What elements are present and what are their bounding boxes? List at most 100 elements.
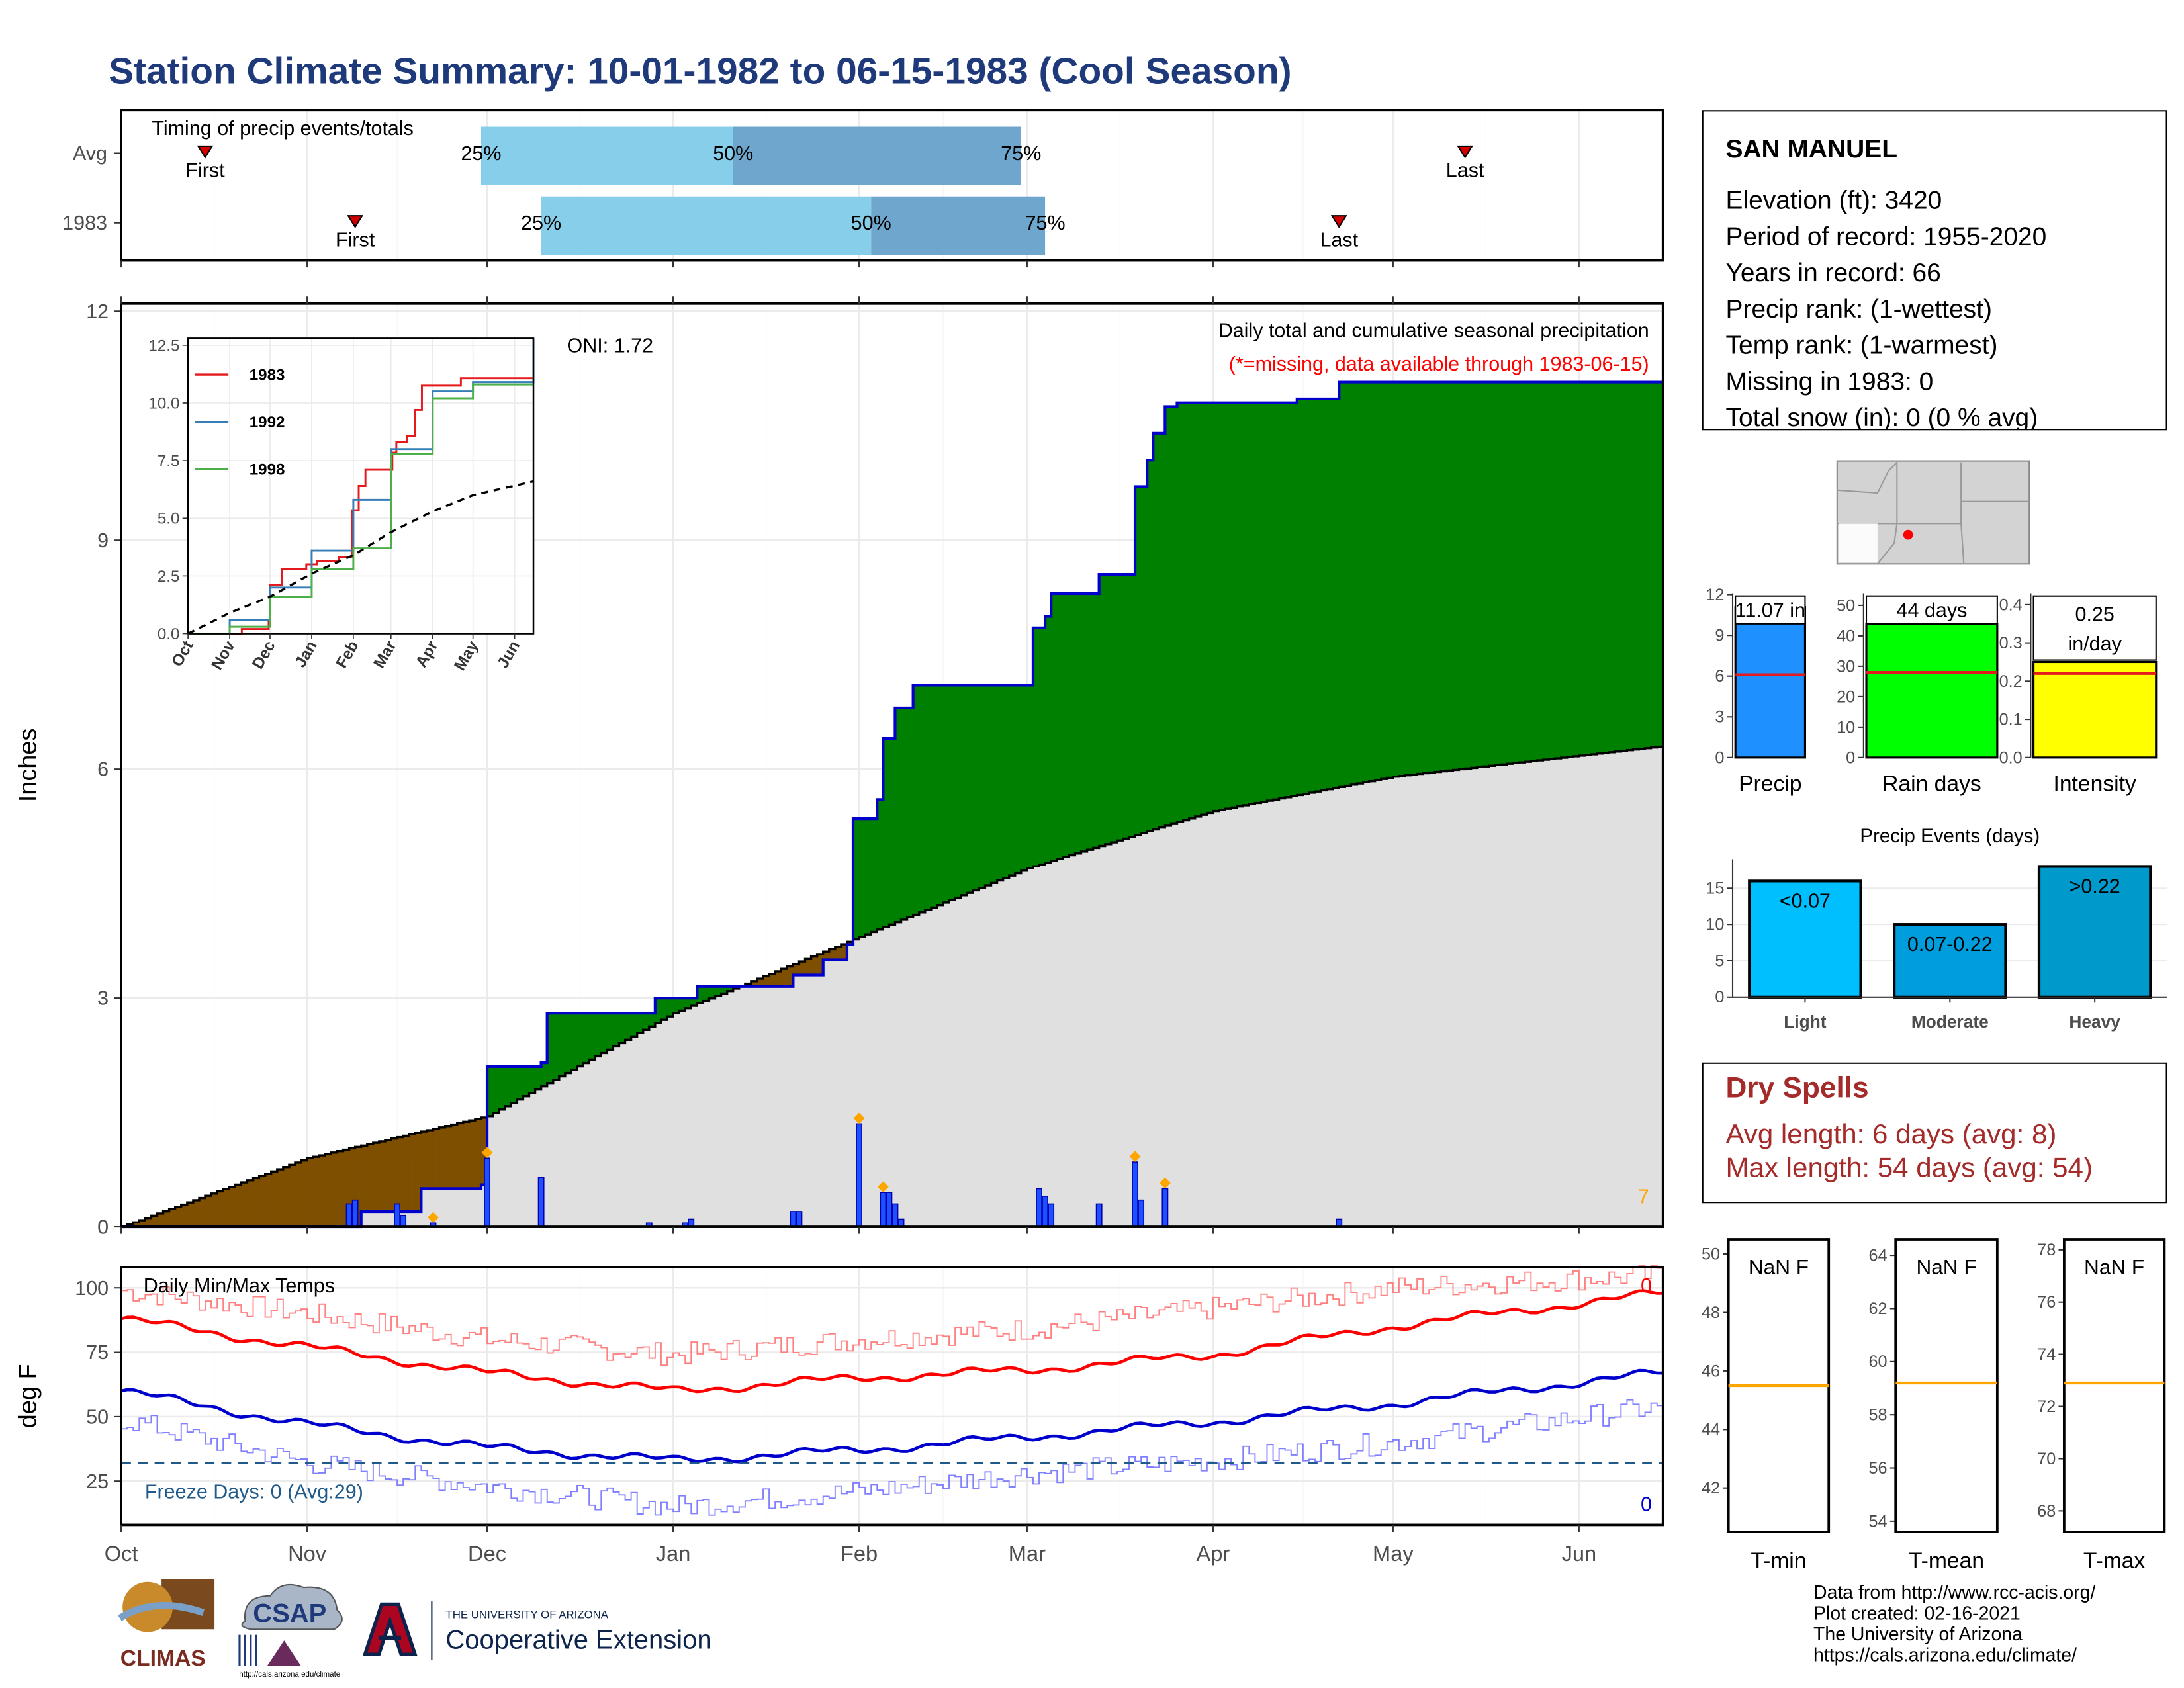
summary-y-tick-label: 0.3 bbox=[1999, 634, 2023, 652]
inset-legend-label: 1983 bbox=[250, 367, 285, 384]
station-snow: Total snow (in): 0 (0 % avg) bbox=[1725, 402, 2038, 431]
dry-spells-title: Dry Spells bbox=[1725, 1072, 1869, 1104]
temp-x-tick-label: Jun bbox=[1562, 1541, 1597, 1566]
daily-precip-bar bbox=[1095, 1203, 1103, 1227]
main-y-tick-label: 6 bbox=[97, 758, 109, 781]
summary-y-tick-label: 20 bbox=[1837, 688, 1855, 706]
inset-y-tick-label: 5.0 bbox=[158, 510, 180, 528]
temp-summary-y-tick-label: 42 bbox=[1702, 1479, 1720, 1497]
inset-y-tick-label: 10.0 bbox=[148, 394, 179, 412]
summary-value-label: 11.07 in bbox=[1735, 599, 1805, 621]
timing-first-label: First bbox=[336, 228, 375, 251]
precip-events-bar-label: >0.22 bbox=[2070, 875, 2120, 897]
min-count-label: 0 bbox=[1641, 1493, 1652, 1515]
max-count-label: 0 bbox=[1641, 1274, 1652, 1297]
timing-box-q50-q75 bbox=[871, 196, 1046, 255]
daily-precip-bar bbox=[400, 1214, 407, 1227]
ua-logo: THE UNIVERSITY OF ARIZONA Cooperative Ex… bbox=[362, 1601, 712, 1660]
temp-x-tick-label: Apr bbox=[1197, 1541, 1230, 1566]
summary-y-tick-label: 9 bbox=[1715, 627, 1724, 645]
station-name: SAN MANUEL bbox=[1725, 134, 1898, 163]
summary-y-tick-label: 0.2 bbox=[1999, 672, 2023, 691]
temp-summary-y-tick-label: 68 bbox=[2037, 1502, 2056, 1521]
temp-y-tick-label: 75 bbox=[86, 1341, 109, 1364]
temp-summary-y-tick-label: 60 bbox=[1869, 1353, 1888, 1371]
temp-series-min_record bbox=[121, 1399, 1664, 1516]
inset-legend-label: 1992 bbox=[250, 414, 285, 431]
summary-y-tick-label: 30 bbox=[1837, 657, 1855, 676]
main-y-tick-label: 9 bbox=[97, 529, 109, 552]
timing-q75-label: 75% bbox=[1025, 212, 1066, 234]
temp-summary-y-tick-label: 56 bbox=[1869, 1459, 1888, 1478]
precip-events-bar-label: <0.07 bbox=[1780, 889, 1831, 912]
daily-precip-bar bbox=[886, 1192, 893, 1227]
timing-last-label: Last bbox=[1320, 228, 1358, 251]
precip-events-y-tick-label: 5 bbox=[1715, 952, 1724, 970]
precip-chart: 0 3 6 9 12 ONI: 1.72 Daily total and cumulativ… bbox=[15, 296, 1664, 1239]
timing-last-label: Last bbox=[1446, 159, 1484, 181]
summary-y-tick-label: 0 bbox=[1846, 748, 1855, 767]
summary-value-line1: 0.25 bbox=[2075, 603, 2114, 626]
precip-events-y-tick-label: 10 bbox=[1706, 916, 1724, 934]
temp-chart: 25 50 75 100 Daily Min/Max Temps Freeze Days:… bbox=[15, 1265, 1664, 1566]
daily-precip-bar bbox=[1161, 1188, 1169, 1227]
daily-precip-bar bbox=[537, 1177, 545, 1227]
inset-series-average bbox=[187, 480, 534, 635]
station-period: Period of record: 1955-2020 bbox=[1725, 221, 2047, 251]
temp-x-tick-label: Feb bbox=[841, 1541, 878, 1566]
temp-summary-value-label: NaN F bbox=[1749, 1255, 1809, 1279]
dry-spells-box: Dry Spells Avg length: 6 days (avg: 8) M… bbox=[1702, 1062, 2167, 1204]
temp-y-tick-label: 25 bbox=[86, 1470, 109, 1493]
station-missing: Missing in 1983: 0 bbox=[1725, 366, 1934, 396]
precip-events-category-label: Heavy bbox=[2069, 1012, 2120, 1032]
precip-events-bar-moderate bbox=[1893, 923, 2007, 999]
summary-bar-precip bbox=[1734, 606, 1807, 759]
timing-row-label: 1983 bbox=[62, 212, 107, 234]
main-y-tick-label: 0 bbox=[97, 1216, 109, 1239]
summary-value-box bbox=[1735, 595, 1806, 625]
temp-summary-value-label: NaN F bbox=[2084, 1255, 2144, 1279]
temp-summary-category-label: T-mean bbox=[1909, 1549, 1984, 1574]
daily-precip-bar bbox=[394, 1203, 400, 1227]
precip-events-chart: Precip Events (days) 0 5 10 15 <0.07 Light 0.07… bbox=[1706, 825, 2167, 1032]
timing-q50-label: 50% bbox=[851, 212, 891, 234]
summary-y-tick-label: 3 bbox=[1715, 708, 1724, 727]
temp-y-tick-label: 50 bbox=[86, 1405, 109, 1428]
csap-logo-text: CSAP bbox=[253, 1599, 326, 1628]
summary-y-tick-label: 0.0 bbox=[1999, 748, 2023, 767]
temp-x-tick-label: Jan bbox=[656, 1541, 691, 1566]
daily-precip-bar bbox=[484, 1157, 490, 1227]
csap-logo-url: http://cals.arizona.edu/climate bbox=[239, 1671, 340, 1679]
dry-spells-max: Max length: 54 days (avg: 54) bbox=[1725, 1153, 2093, 1184]
ua-logo-big-text: Cooperative Extension bbox=[445, 1626, 711, 1655]
summary-y-tick-label: 12 bbox=[1706, 586, 1724, 604]
inset-plot-frame bbox=[187, 337, 535, 635]
summary-y-tick-label: 50 bbox=[1837, 596, 1855, 615]
summary-category-label: Precip bbox=[1739, 772, 1801, 796]
daily-precip-bar bbox=[1042, 1196, 1049, 1227]
temp-summary-y-tick-label: 48 bbox=[1702, 1304, 1720, 1322]
temp-x-tick-label: Nov bbox=[288, 1541, 327, 1566]
daily-precip-bar bbox=[796, 1211, 803, 1227]
precip-events-bar-label: 0.07-0.22 bbox=[1907, 933, 1993, 955]
station-years: Years in record: 66 bbox=[1725, 257, 1941, 287]
locator-map bbox=[1836, 460, 2030, 565]
temp-series-min_normal bbox=[120, 1368, 1663, 1464]
timing-plot-frame bbox=[120, 109, 1664, 262]
station-temp-rank: Temp rank: (1-warmest) bbox=[1725, 330, 1998, 359]
timing-last-marker bbox=[1457, 145, 1474, 159]
temp-summary-y-tick-label: 76 bbox=[2037, 1293, 2056, 1311]
temp-title: Daily Min/Max Temps bbox=[144, 1274, 335, 1297]
temp-summary-y-tick-label: 54 bbox=[1869, 1512, 1888, 1531]
inset-y-tick-label: 0.0 bbox=[158, 625, 180, 643]
temp-summary-y-tick-label: 50 bbox=[1702, 1245, 1720, 1264]
timing-first-label: First bbox=[185, 159, 225, 181]
timing-last-marker bbox=[1330, 215, 1347, 229]
daily-precip-bar bbox=[345, 1203, 353, 1227]
timing-q75-label: 75% bbox=[1001, 142, 1041, 165]
daily-precip-bar bbox=[1138, 1199, 1145, 1227]
summary-bar-intensity bbox=[2032, 660, 2158, 759]
temp-summary-panel-t-mean bbox=[1894, 1238, 1999, 1533]
temp-summary-y-tick-label: 44 bbox=[1702, 1421, 1720, 1439]
temp-summary-y-tick-label: 46 bbox=[1702, 1362, 1720, 1380]
